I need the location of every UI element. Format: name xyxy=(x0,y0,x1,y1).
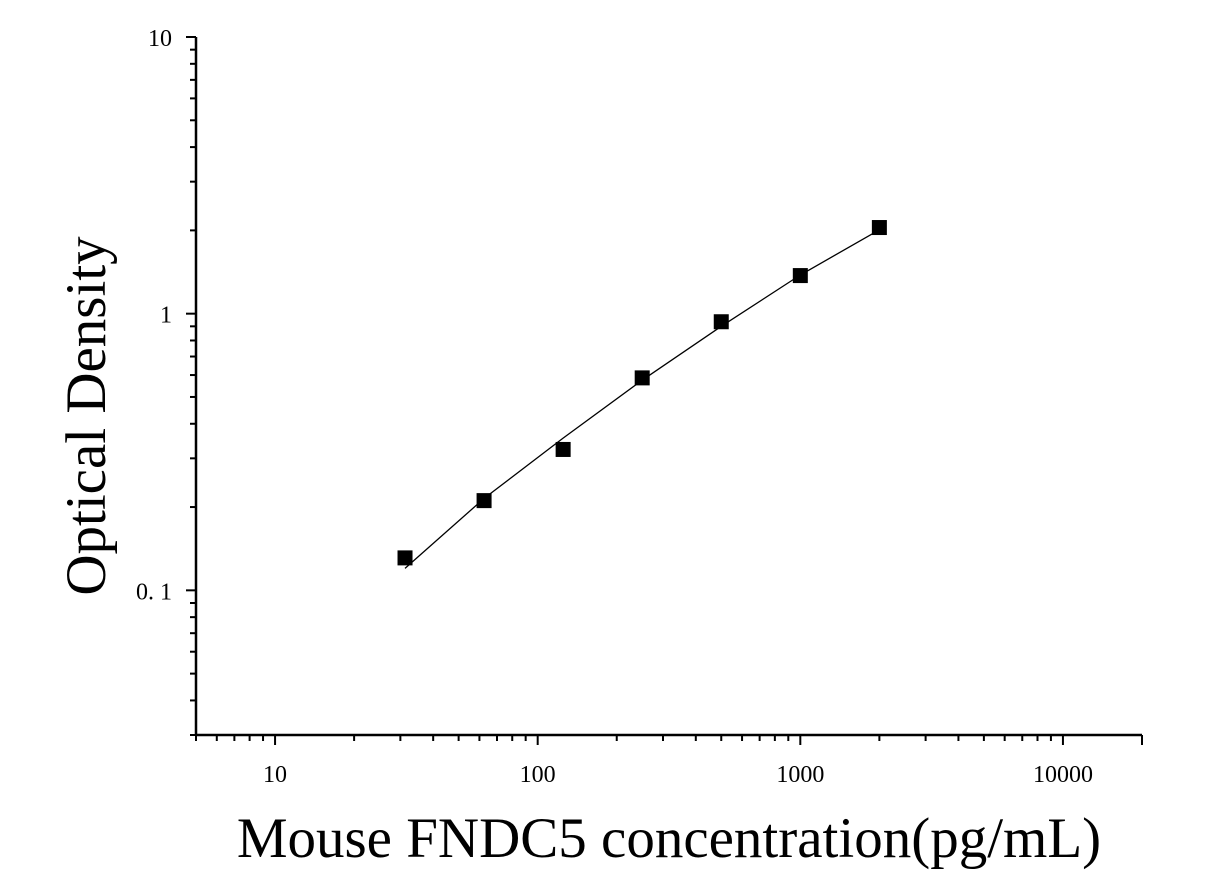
x-tick-label: 100 xyxy=(520,762,556,788)
x-axis-tick-labels: 10 100 1000 10000 xyxy=(263,762,1093,788)
y-tick-label: 0. 1 xyxy=(136,579,172,605)
x-tick-label: 10 xyxy=(263,762,287,788)
fit-curve-layer xyxy=(404,229,880,569)
data-point-square xyxy=(397,550,413,566)
data-point-square xyxy=(555,441,571,457)
axes xyxy=(194,37,1142,737)
data-point-square xyxy=(634,370,650,386)
x-tick-label: 10000 xyxy=(1033,762,1093,788)
y-tick-label: 1 xyxy=(160,303,172,329)
y-axis-tick-labels: 0. 1 1 10 xyxy=(136,26,172,605)
x-axis-title: Mouse FNDC5 concentration(pg/mL) xyxy=(237,807,1101,870)
fit-curve-line xyxy=(404,229,880,569)
y-axis-ticks xyxy=(186,36,196,736)
x-axis-ticks xyxy=(195,735,1143,745)
data-point-square xyxy=(476,493,492,509)
data-point-square xyxy=(871,220,887,236)
y-axis-title: Optical Density xyxy=(55,236,118,596)
data-point-square xyxy=(792,268,808,284)
data-point-square xyxy=(713,314,729,330)
y-tick-label: 10 xyxy=(148,26,172,52)
data-points xyxy=(397,220,887,566)
x-tick-label: 1000 xyxy=(776,762,824,788)
